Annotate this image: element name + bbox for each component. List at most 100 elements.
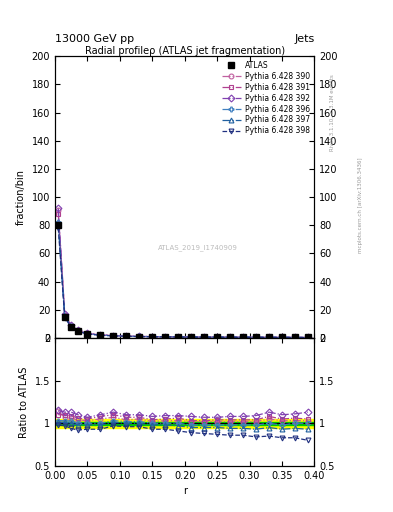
Pythia 6.428 390 <box>254 334 259 340</box>
ATLAS <box>280 334 285 340</box>
Pythia 6.428 398 <box>111 333 116 339</box>
Pythia 6.428 398 <box>75 328 80 334</box>
Pythia 6.428 398 <box>293 334 298 340</box>
ATLAS <box>163 334 168 340</box>
Text: Rivet 3.1.10, ≥ 3.1M events: Rivet 3.1.10, ≥ 3.1M events <box>330 74 335 151</box>
Pythia 6.428 396 <box>202 334 207 340</box>
Pythia 6.428 398 <box>254 334 259 340</box>
Pythia 6.428 398 <box>215 334 220 340</box>
Pythia 6.428 390 <box>150 333 155 339</box>
Pythia 6.428 392 <box>85 330 90 336</box>
Pythia 6.428 391 <box>85 330 90 336</box>
Pythia 6.428 390 <box>293 334 298 340</box>
Line: ATLAS: ATLAS <box>55 223 311 340</box>
Pythia 6.428 397 <box>137 333 142 339</box>
Pythia 6.428 398 <box>306 334 310 340</box>
Pythia 6.428 391 <box>75 327 80 333</box>
Pythia 6.428 391 <box>280 334 285 340</box>
Pythia 6.428 398 <box>150 334 155 340</box>
Pythia 6.428 392 <box>62 311 67 317</box>
Pythia 6.428 390 <box>163 334 168 340</box>
Pythia 6.428 392 <box>150 333 155 339</box>
Pythia 6.428 396 <box>267 334 272 340</box>
Pythia 6.428 397 <box>189 334 194 340</box>
Pythia 6.428 392 <box>56 205 61 211</box>
Pythia 6.428 392 <box>75 327 80 333</box>
Pythia 6.428 391 <box>241 334 246 340</box>
ATLAS <box>293 334 298 340</box>
Legend: ATLAS, Pythia 6.428 390, Pythia 6.428 391, Pythia 6.428 392, Pythia 6.428 396, P: ATLAS, Pythia 6.428 390, Pythia 6.428 39… <box>219 58 313 138</box>
Pythia 6.428 390 <box>306 334 310 340</box>
Pythia 6.428 390 <box>280 334 285 340</box>
Y-axis label: Ratio to ATLAS: Ratio to ATLAS <box>19 366 29 438</box>
Pythia 6.428 391 <box>228 334 233 340</box>
Y-axis label: fraction/bin: fraction/bin <box>16 169 26 225</box>
ATLAS <box>150 334 155 340</box>
Pythia 6.428 398 <box>85 331 90 337</box>
Pythia 6.428 397 <box>176 334 181 340</box>
ATLAS <box>267 334 272 340</box>
Pythia 6.428 398 <box>69 324 73 330</box>
Line: Pythia 6.428 397: Pythia 6.428 397 <box>56 222 310 340</box>
Pythia 6.428 391 <box>267 334 272 340</box>
Text: 13000 GeV pp: 13000 GeV pp <box>55 33 134 44</box>
Pythia 6.428 392 <box>137 333 142 339</box>
Pythia 6.428 390 <box>228 334 233 340</box>
Pythia 6.428 396 <box>124 333 129 339</box>
Pythia 6.428 398 <box>163 334 168 340</box>
Pythia 6.428 390 <box>56 207 61 213</box>
ATLAS <box>215 334 220 340</box>
Pythia 6.428 397 <box>267 334 272 340</box>
Pythia 6.428 397 <box>69 324 73 330</box>
Pythia 6.428 398 <box>189 334 194 340</box>
Pythia 6.428 398 <box>241 334 246 340</box>
Pythia 6.428 396 <box>189 334 194 340</box>
Pythia 6.428 390 <box>176 334 181 340</box>
Pythia 6.428 391 <box>189 334 194 340</box>
Pythia 6.428 392 <box>293 334 298 340</box>
Pythia 6.428 392 <box>163 334 168 340</box>
Pythia 6.428 391 <box>254 334 259 340</box>
Pythia 6.428 398 <box>228 334 233 340</box>
Pythia 6.428 397 <box>75 328 80 334</box>
Pythia 6.428 391 <box>306 334 310 340</box>
ATLAS <box>62 314 67 320</box>
Pythia 6.428 392 <box>176 334 181 340</box>
Pythia 6.428 392 <box>228 334 233 340</box>
Text: Jets: Jets <box>294 33 314 44</box>
Pythia 6.428 392 <box>254 334 259 340</box>
Pythia 6.428 397 <box>241 334 246 340</box>
Pythia 6.428 391 <box>62 312 67 318</box>
Pythia 6.428 390 <box>241 334 246 340</box>
Bar <box>55 421 314 425</box>
Pythia 6.428 392 <box>98 332 103 338</box>
Pythia 6.428 398 <box>137 333 142 339</box>
ATLAS <box>137 333 142 339</box>
Pythia 6.428 396 <box>306 334 310 340</box>
Pythia 6.428 392 <box>69 322 73 328</box>
ATLAS <box>176 334 181 340</box>
Line: Pythia 6.428 396: Pythia 6.428 396 <box>56 220 310 340</box>
Pythia 6.428 397 <box>85 331 90 337</box>
ATLAS <box>228 334 233 340</box>
Pythia 6.428 391 <box>124 333 129 339</box>
ATLAS <box>189 334 194 340</box>
Bar <box>55 419 314 428</box>
Pythia 6.428 396 <box>215 334 220 340</box>
Pythia 6.428 390 <box>137 333 142 339</box>
Pythia 6.428 391 <box>293 334 298 340</box>
Text: mcplots.cern.ch [arXiv:1306.3436]: mcplots.cern.ch [arXiv:1306.3436] <box>358 157 363 252</box>
Pythia 6.428 390 <box>75 328 80 334</box>
Pythia 6.428 391 <box>69 323 73 329</box>
Pythia 6.428 396 <box>163 334 168 340</box>
ATLAS <box>56 222 61 228</box>
Pythia 6.428 396 <box>254 334 259 340</box>
Pythia 6.428 390 <box>62 312 67 318</box>
Pythia 6.428 396 <box>98 332 103 338</box>
Pythia 6.428 397 <box>254 334 259 340</box>
Pythia 6.428 396 <box>176 334 181 340</box>
Pythia 6.428 396 <box>111 333 116 339</box>
Pythia 6.428 396 <box>62 313 67 319</box>
Pythia 6.428 396 <box>228 334 233 340</box>
Line: Pythia 6.428 398: Pythia 6.428 398 <box>56 226 310 340</box>
